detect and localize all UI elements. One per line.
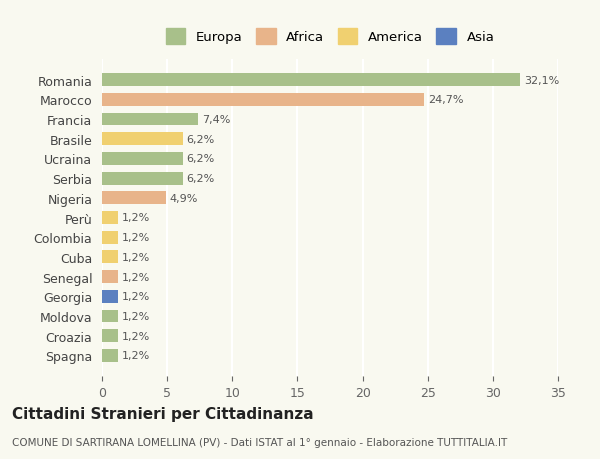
Text: Cittadini Stranieri per Cittadinanza: Cittadini Stranieri per Cittadinanza — [12, 406, 314, 421]
Text: 1,2%: 1,2% — [122, 233, 150, 243]
Bar — [102, 192, 166, 205]
Text: 1,2%: 1,2% — [122, 291, 150, 302]
Text: 4,9%: 4,9% — [170, 193, 198, 203]
Bar — [102, 251, 118, 264]
Text: 6,2%: 6,2% — [187, 174, 215, 184]
Bar — [102, 330, 118, 342]
Text: 6,2%: 6,2% — [187, 134, 215, 145]
Bar — [102, 133, 183, 146]
Bar — [102, 153, 183, 165]
Bar — [102, 113, 199, 126]
Text: 32,1%: 32,1% — [524, 75, 559, 85]
Bar — [102, 231, 118, 244]
Text: 1,2%: 1,2% — [122, 351, 150, 361]
Legend: Europa, Africa, America, Asia: Europa, Africa, America, Asia — [161, 25, 499, 49]
Text: 1,2%: 1,2% — [122, 311, 150, 321]
Text: 6,2%: 6,2% — [187, 154, 215, 164]
Text: 1,2%: 1,2% — [122, 252, 150, 263]
Bar — [102, 349, 118, 362]
Bar — [102, 94, 424, 106]
Bar — [102, 310, 118, 323]
Bar — [102, 290, 118, 303]
Text: 1,2%: 1,2% — [122, 331, 150, 341]
Bar — [102, 271, 118, 283]
Bar — [102, 74, 520, 87]
Text: 1,2%: 1,2% — [122, 272, 150, 282]
Text: COMUNE DI SARTIRANA LOMELLINA (PV) - Dati ISTAT al 1° gennaio - Elaborazione TUT: COMUNE DI SARTIRANA LOMELLINA (PV) - Dat… — [12, 437, 507, 447]
Bar — [102, 212, 118, 224]
Text: 7,4%: 7,4% — [202, 115, 230, 125]
Text: 1,2%: 1,2% — [122, 213, 150, 223]
Text: 24,7%: 24,7% — [428, 95, 463, 105]
Bar — [102, 172, 183, 185]
